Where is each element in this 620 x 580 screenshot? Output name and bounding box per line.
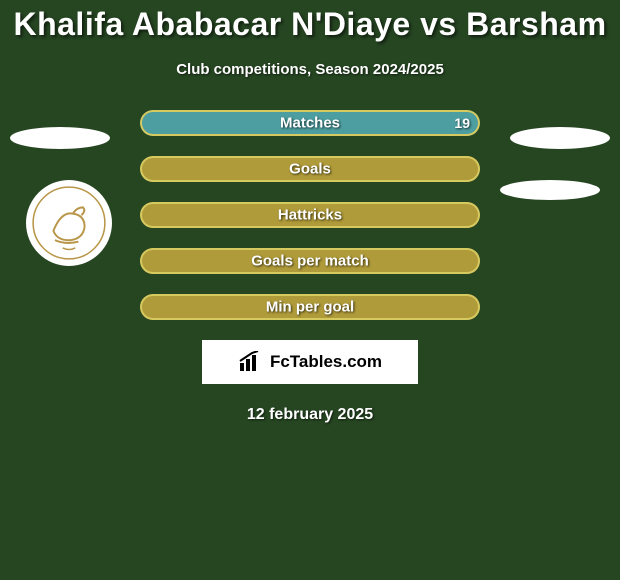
stat-row: Goals xyxy=(0,156,620,182)
stat-row: Goals per match xyxy=(0,248,620,274)
page-subtitle: Club competitions, Season 2024/2025 xyxy=(0,61,620,78)
stat-label: Goals per match xyxy=(251,253,369,270)
stat-value: 19 xyxy=(454,115,470,131)
stat-label: Matches xyxy=(280,115,340,132)
stat-label: Goals xyxy=(289,161,331,178)
stat-bar-mpg: Min per goal xyxy=(140,294,480,320)
stat-label: Min per goal xyxy=(266,299,354,316)
stat-label: Hattricks xyxy=(278,207,342,224)
brand-chart-icon xyxy=(238,351,264,373)
page-title: Khalifa Ababacar N'Diaye vs Barsham xyxy=(0,0,620,43)
brand-text: FcTables.com xyxy=(270,352,382,372)
stat-row: Matches 19 xyxy=(0,110,620,136)
stat-row: Hattricks xyxy=(0,202,620,228)
date-text: 12 february 2025 xyxy=(0,406,620,424)
stats-area: Matches 19 Goals Hattricks Goals per mat… xyxy=(0,110,620,320)
stat-bar-hattricks: Hattricks xyxy=(140,202,480,228)
brand-box: FcTables.com xyxy=(202,340,418,384)
stat-row: Min per goal xyxy=(0,294,620,320)
stat-bar-goals: Goals xyxy=(140,156,480,182)
stat-bar-matches: Matches 19 xyxy=(140,110,480,136)
stat-bar-gpm: Goals per match xyxy=(140,248,480,274)
